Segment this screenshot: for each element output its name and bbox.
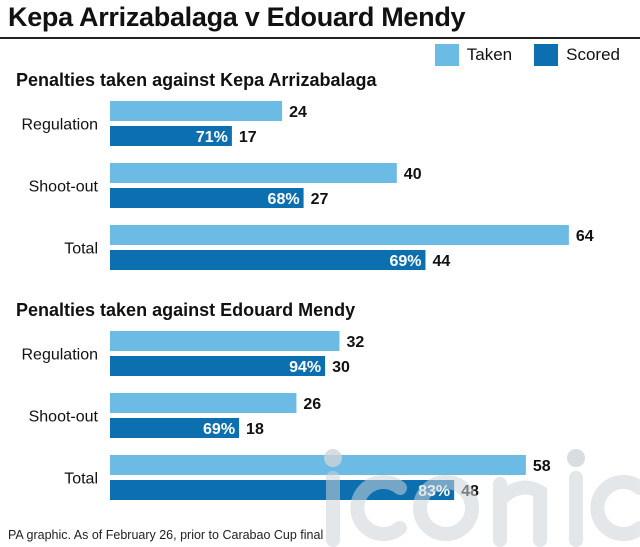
bar-scored-regulation: [110, 356, 326, 376]
bar-scored-shoot-out: [110, 418, 240, 438]
percent-label-shoot-out: 68%: [268, 191, 300, 208]
footnote: PA graphic. As of February 26, prior to …: [8, 528, 324, 542]
section-title-mendy: Penalties taken against Edouard Mendy: [16, 300, 356, 320]
value-label-scored-total: 48: [461, 483, 479, 500]
legend-swatch-taken: [434, 44, 459, 66]
bar-scored-regulation: [110, 126, 232, 146]
bar-taken-shoot-out: [110, 393, 297, 413]
value-label-scored-regulation: 17: [239, 129, 257, 146]
bar-taken-total: [110, 225, 569, 245]
category-label-shoot-out: Shoot-out: [29, 409, 99, 426]
percent-label-total: 69%: [389, 253, 421, 270]
value-label-scored-regulation: 30: [332, 359, 350, 376]
chart-title: Kepa Arrizabalaga v Edouard Mendy: [8, 2, 466, 32]
legend-swatch-scored: [534, 44, 559, 66]
percent-label-regulation: 94%: [289, 359, 321, 376]
category-label-regulation: Regulation: [22, 117, 99, 134]
value-label-taken-regulation: 24: [289, 104, 307, 121]
legend: Taken Scored: [434, 44, 620, 66]
legend-label-scored: Scored: [566, 45, 620, 64]
percent-label-regulation: 71%: [196, 129, 228, 146]
category-label-shoot-out: Shoot-out: [29, 179, 99, 196]
title-divider: [0, 37, 640, 39]
value-label-scored-total: 44: [432, 253, 450, 270]
value-label-scored-shoot-out: 27: [311, 191, 329, 208]
bar-taken-regulation: [110, 101, 283, 121]
category-label-regulation: Regulation: [22, 347, 99, 364]
value-label-taken-total: 58: [533, 458, 551, 475]
bar-taken-shoot-out: [110, 163, 397, 183]
bar-scored-shoot-out: [110, 188, 304, 208]
bar-scored-total: [110, 480, 455, 500]
value-label-taken-total: 64: [576, 228, 594, 245]
value-label-taken-regulation: 32: [346, 334, 364, 351]
value-label-scored-shoot-out: 18: [246, 421, 264, 438]
value-label-taken-shoot-out: 40: [404, 166, 422, 183]
percent-label-shoot-out: 69%: [203, 421, 235, 438]
bar-scored-total: [110, 250, 426, 270]
bar-taken-regulation: [110, 331, 340, 351]
category-label-total: Total: [64, 471, 98, 488]
value-label-taken-shoot-out: 26: [303, 396, 321, 413]
legend-label-taken: Taken: [466, 45, 513, 64]
category-label-total: Total: [64, 241, 98, 258]
percent-label-total: 83%: [418, 483, 450, 500]
bar-taken-total: [110, 455, 526, 475]
section-title-kepa: Penalties taken against Kepa Arrizabalag…: [16, 70, 377, 90]
